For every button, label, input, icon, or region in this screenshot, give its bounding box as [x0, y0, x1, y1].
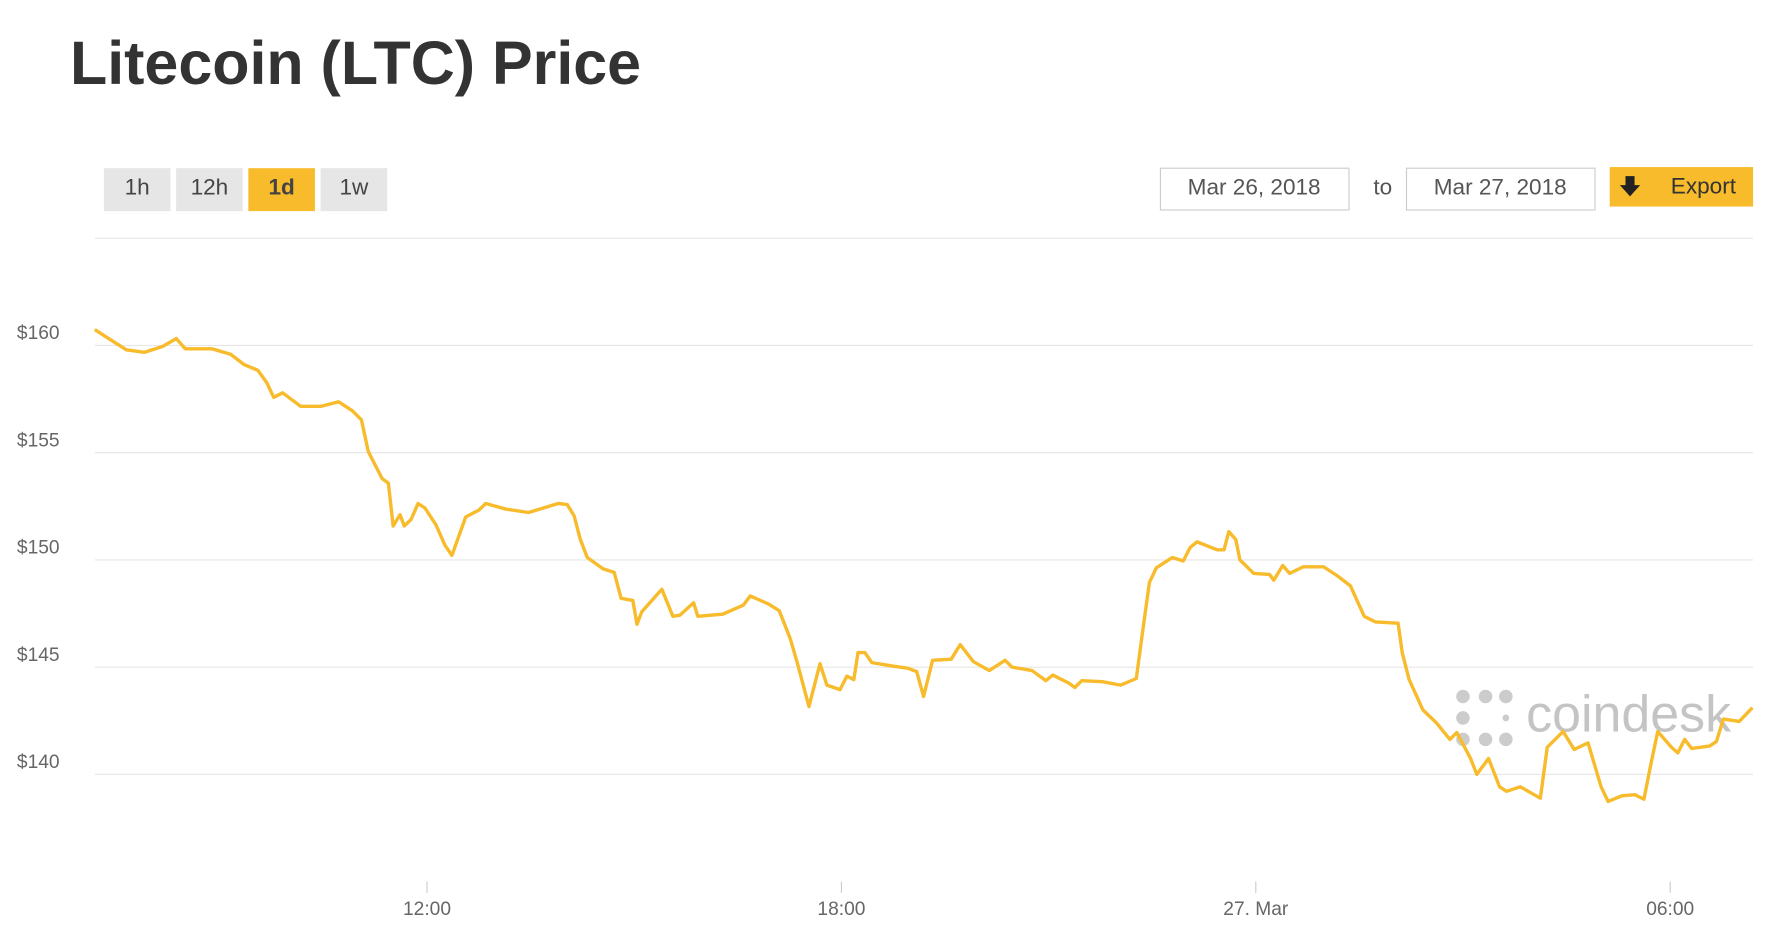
export-label[interactable]: Export	[1671, 173, 1737, 198]
range-label[interactable]: 12h	[191, 174, 229, 199]
from-date-box[interactable]	[1159, 167, 1350, 211]
x-tick-label: 06:00	[1646, 899, 1694, 920]
range-label[interactable]: 1h	[125, 174, 150, 199]
range-buttons: 1h 12h 1d 1w	[103, 168, 388, 212]
y-tick-label: $155	[17, 430, 60, 451]
range-label[interactable]: 1d	[268, 174, 294, 199]
x-tick-label: 27. Mar	[1223, 899, 1289, 920]
chart-title: Litecoin (LTC) Price	[70, 29, 641, 97]
watermark-icon	[1456, 689, 1513, 747]
range-label[interactable]: 1w	[339, 174, 369, 199]
range-button[interactable]	[320, 168, 388, 212]
range-button[interactable]	[103, 168, 171, 212]
to-date-box[interactable]	[1405, 167, 1596, 211]
y-tick-label: $150	[17, 538, 60, 559]
export-icon	[1619, 176, 1641, 197]
range-button[interactable]	[176, 168, 243, 212]
y-tick-label: $140	[17, 752, 60, 773]
y-tick-label: $160	[17, 323, 60, 344]
to-date[interactable]: Mar 27, 2018	[1434, 174, 1567, 199]
to-label: to	[1373, 174, 1392, 199]
from-date[interactable]: Mar 26, 2018	[1188, 174, 1321, 199]
x-tick-label: 18:00	[817, 899, 865, 920]
range-button[interactable]	[248, 168, 315, 212]
y-tick-label: $145	[17, 645, 60, 666]
x-tick-label: 12:00	[403, 899, 451, 920]
price-line	[93, 328, 1754, 804]
watermark: coindesk	[1526, 686, 1732, 744]
